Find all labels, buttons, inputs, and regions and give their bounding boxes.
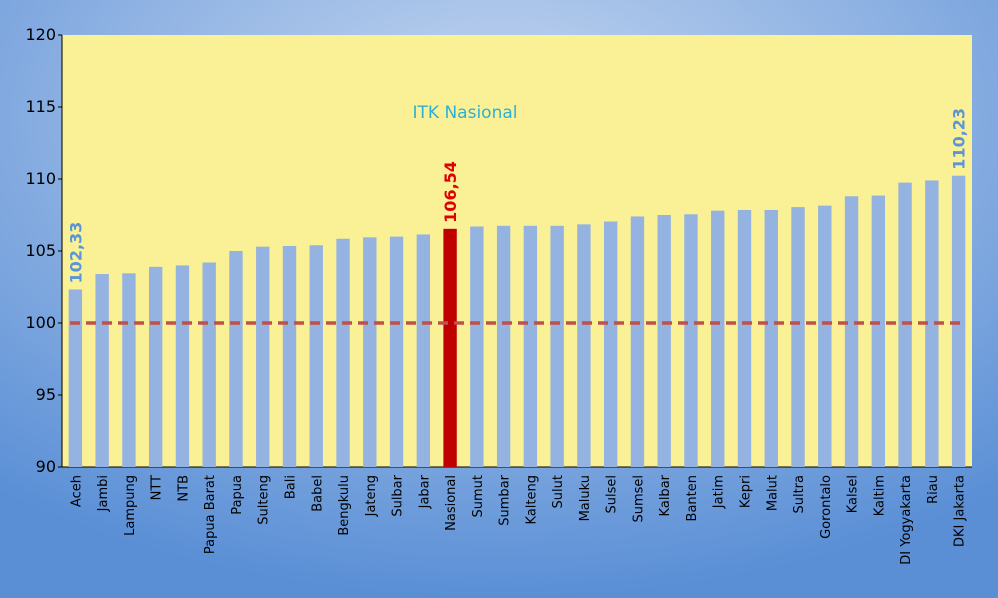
- bar: [764, 209, 778, 467]
- bar: [496, 225, 511, 467]
- x-tick-label: Babel: [310, 475, 325, 512]
- bar: [389, 236, 404, 467]
- x-tick-label: Sulteng: [257, 475, 272, 525]
- x-tick-label: Sulut: [551, 475, 566, 508]
- bar: [416, 234, 431, 467]
- bar: [122, 273, 136, 467]
- bar: [630, 216, 645, 467]
- x-tick-label: Kalsel: [846, 475, 861, 513]
- bar: [68, 289, 83, 467]
- x-tick-label: Maluku: [578, 475, 593, 521]
- x-tick-label: Banten: [685, 475, 700, 521]
- x-tick-label: Nasional: [444, 475, 459, 531]
- bar: [818, 205, 832, 467]
- x-tick-label: Sumut: [471, 475, 486, 518]
- bar: [175, 265, 190, 467]
- x-tick-label: Riau: [926, 475, 941, 504]
- bar: [282, 245, 297, 467]
- bar: [229, 251, 243, 467]
- x-tick-label: Kalbar: [658, 474, 673, 516]
- bar: [202, 262, 216, 467]
- x-tick-label: Jateng: [364, 475, 379, 517]
- y-tick-label: 115: [25, 97, 56, 116]
- x-tick-label: Bali: [284, 475, 299, 499]
- x-tick-label: Sumsel: [631, 475, 646, 523]
- x-tick-label: DI Yogyakarta: [899, 475, 914, 565]
- value-label: 106,54: [441, 161, 460, 223]
- bar: [256, 246, 270, 467]
- bar: [657, 215, 671, 467]
- x-tick-label: Gorontalo: [819, 475, 834, 539]
- x-tick-label: DKI Jakarta: [953, 475, 968, 547]
- bar: [470, 226, 484, 467]
- x-tick-label: Papua: [230, 475, 245, 515]
- x-tick-label: Jatim: [712, 475, 727, 509]
- x-tick-label: Aceh: [69, 475, 84, 507]
- x-tick-label: Bengkulu: [337, 475, 352, 536]
- y-tick-label: 95: [36, 385, 56, 404]
- bar: [871, 195, 886, 467]
- x-tick-label: NTT: [150, 475, 165, 500]
- value-label: 102,33: [66, 222, 85, 284]
- y-tick-label: 110: [25, 169, 56, 188]
- bar: [791, 207, 805, 467]
- y-tick-label: 105: [25, 241, 56, 260]
- x-tick-label: Jambi: [96, 475, 111, 512]
- bar: [577, 224, 591, 467]
- x-tick-label: Kepri: [739, 475, 754, 508]
- plot-area: [62, 35, 972, 467]
- bar: [148, 266, 163, 467]
- x-tick-label: Sultra: [792, 475, 807, 514]
- bar: [363, 237, 377, 467]
- x-tick-label: Sulbar: [391, 474, 406, 516]
- x-tick-label: Jabar: [417, 474, 432, 509]
- x-tick-label: Sulsel: [605, 475, 620, 514]
- bar: [603, 221, 618, 467]
- bar: [684, 214, 698, 467]
- bar: [844, 196, 859, 467]
- x-tick-label: Papua Barat: [203, 475, 218, 554]
- y-tick-label: 90: [36, 457, 56, 476]
- x-tick-label: NTB: [176, 475, 191, 502]
- x-tick-label: Lampung: [123, 475, 138, 536]
- bar: [737, 209, 752, 467]
- x-tick-label: Sumbar: [498, 474, 513, 525]
- x-tick-label: Kalteng: [524, 475, 539, 524]
- y-tick-label: 100: [25, 313, 56, 332]
- bar: [898, 182, 912, 467]
- bar: [309, 245, 323, 467]
- bar: [523, 225, 538, 467]
- value-label: 110,23: [950, 108, 969, 170]
- y-tick-label: 120: [25, 25, 56, 44]
- x-tick-label: Malut: [765, 475, 780, 511]
- bar: [711, 210, 725, 467]
- x-tick-label: Kaltim: [872, 475, 887, 516]
- bar: [925, 180, 939, 467]
- bar: [95, 274, 109, 467]
- bar: [550, 225, 564, 467]
- bar: [443, 228, 457, 467]
- bar: [336, 238, 350, 467]
- annotation: ITK Nasional: [413, 103, 518, 123]
